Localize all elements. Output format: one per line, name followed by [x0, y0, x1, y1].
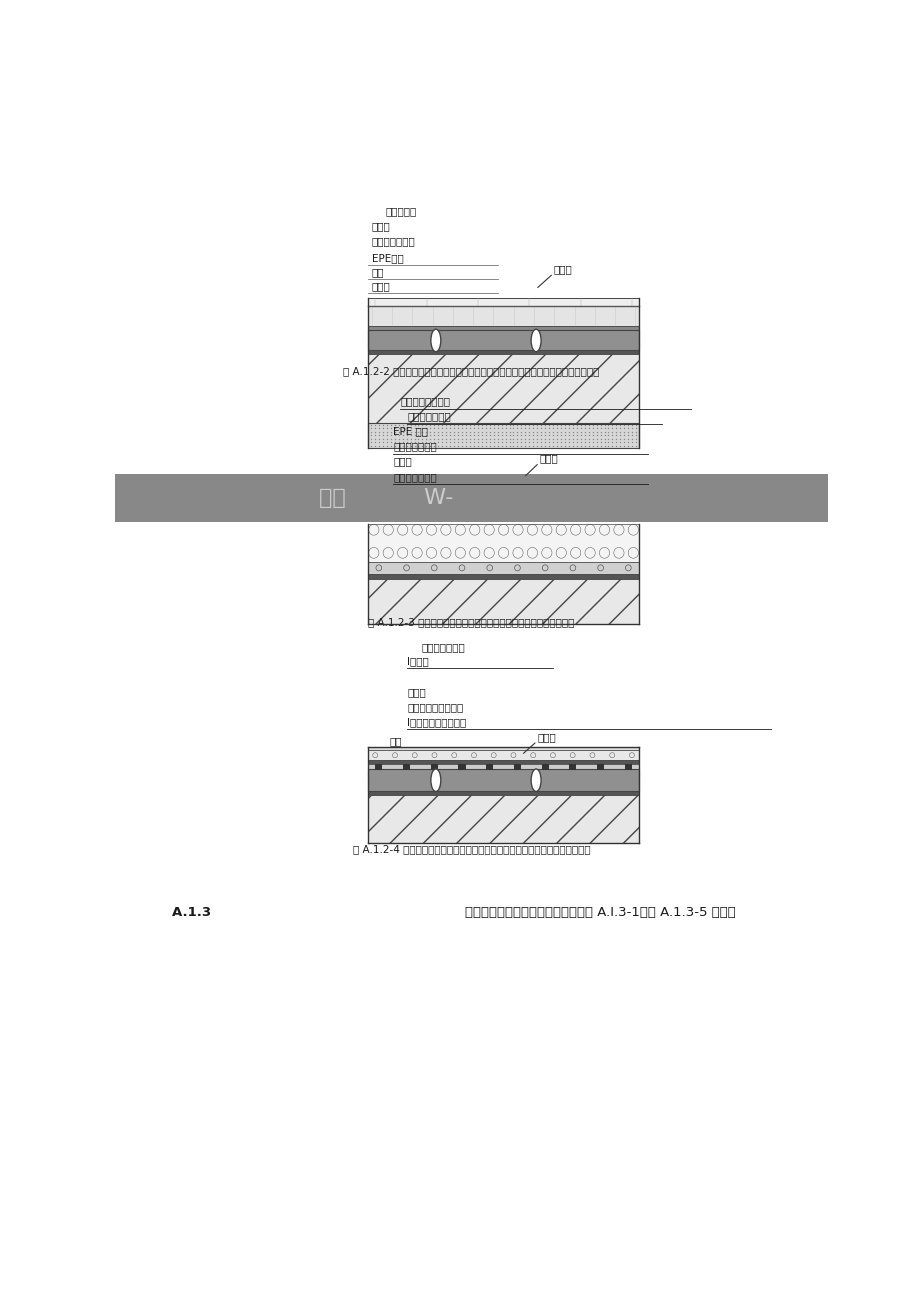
Text: 加热管: 加热管 — [537, 732, 555, 742]
Text: 预制沟槽保温板: 预制沟槽保温板 — [371, 237, 415, 246]
Bar — [458, 764, 465, 770]
Text: 预制轻薄供暖板供暖地面构造可按图 A.I.3-1～图 A.1.3-5 设置。: 预制轻薄供暖板供暖地面构造可按图 A.I.3-1～图 A.1.3-5 设置。 — [464, 905, 734, 919]
Ellipse shape — [530, 769, 540, 791]
Bar — [368, 298, 639, 306]
Bar — [569, 764, 576, 770]
Bar — [368, 327, 639, 330]
Ellipse shape — [430, 769, 440, 791]
Bar — [368, 354, 639, 423]
Text: EPE 垫层: EPE 垫层 — [392, 427, 427, 437]
Text: 楼板: 楼板 — [371, 267, 384, 277]
Text: 木地板面层: 木地板面层 — [386, 207, 416, 216]
Bar — [368, 751, 639, 760]
Text: 楼板: 楼板 — [389, 736, 402, 747]
Bar — [368, 574, 639, 579]
Text: 图 A.1.2-4 与供暖房间相邻、地砖或石材面层预制沟槽保温板热水供暖地面构造: 图 A.1.2-4 与供暖房间相邻、地砖或石材面层预制沟槽保温板热水供暖地面构造 — [352, 844, 590, 855]
Bar — [368, 524, 639, 562]
Text: 图 A.1.2-2 与室外空气或不供暖房间相邻、木地板面层的预制沟槽保温板供暖地面构造: 图 A.1.2-2 与室外空气或不供暖房间相邻、木地板面层的预制沟槽保温板供暖地… — [343, 367, 599, 376]
Text: 预制沟槽保温板: 预制沟槽保温板 — [407, 411, 450, 422]
Text: I找平层（潮湿房间）: I找平层（潮湿房间） — [407, 717, 466, 727]
Text: 发泡水泥绝热层: 发泡水泥绝热层 — [392, 441, 437, 451]
Text: 与土填相邻地面: 与土填相邻地面 — [392, 472, 437, 481]
Text: 地铸或石材面层: 地铸或石材面层 — [421, 641, 465, 652]
Bar — [430, 764, 437, 770]
Bar — [368, 423, 639, 448]
Text: 加热管: 加热管 — [539, 454, 558, 463]
Bar — [375, 764, 382, 770]
Bar — [368, 579, 639, 624]
Text: I找平层: I找平层 — [407, 656, 428, 666]
Bar — [368, 350, 639, 354]
Text: 隔离层（潮湿房间）: 隔离层（潮湿房间） — [407, 703, 463, 712]
Bar — [368, 791, 639, 795]
Bar — [368, 562, 639, 574]
Ellipse shape — [430, 329, 440, 351]
Bar — [368, 330, 639, 350]
Text: 加热管: 加热管 — [553, 264, 572, 275]
Text: 防潮层: 防潮层 — [392, 457, 412, 467]
Text: 钢丝网: 钢丝网 — [407, 687, 425, 697]
Bar — [368, 760, 639, 764]
Ellipse shape — [530, 329, 540, 351]
Text: 一阿           W-: 一阿 W- — [318, 488, 453, 507]
Bar — [368, 747, 639, 751]
Bar — [514, 764, 520, 770]
Text: 木地板面层均热佳: 木地板面层均热佳 — [400, 397, 449, 406]
Bar — [368, 306, 639, 327]
Text: 均热层: 均热层 — [371, 221, 390, 232]
Bar — [624, 764, 631, 770]
Bar — [485, 764, 493, 770]
Bar — [541, 764, 548, 770]
Bar — [596, 764, 604, 770]
Bar — [403, 764, 410, 770]
Text: EPE垫层: EPE垫层 — [371, 254, 403, 263]
Text: 绝热层: 绝热层 — [371, 281, 390, 291]
Bar — [115, 474, 827, 522]
Bar — [368, 764, 639, 769]
Bar — [368, 769, 639, 791]
Text: 图 A.1.2-3 与土壤相邻、木地板面层的预制沟槽保温板供暖地面构造: 图 A.1.2-3 与土壤相邻、木地板面层的预制沟槽保温板供暖地面构造 — [368, 617, 574, 627]
Text: A.1.3: A.1.3 — [172, 905, 216, 919]
Bar — [368, 795, 639, 843]
